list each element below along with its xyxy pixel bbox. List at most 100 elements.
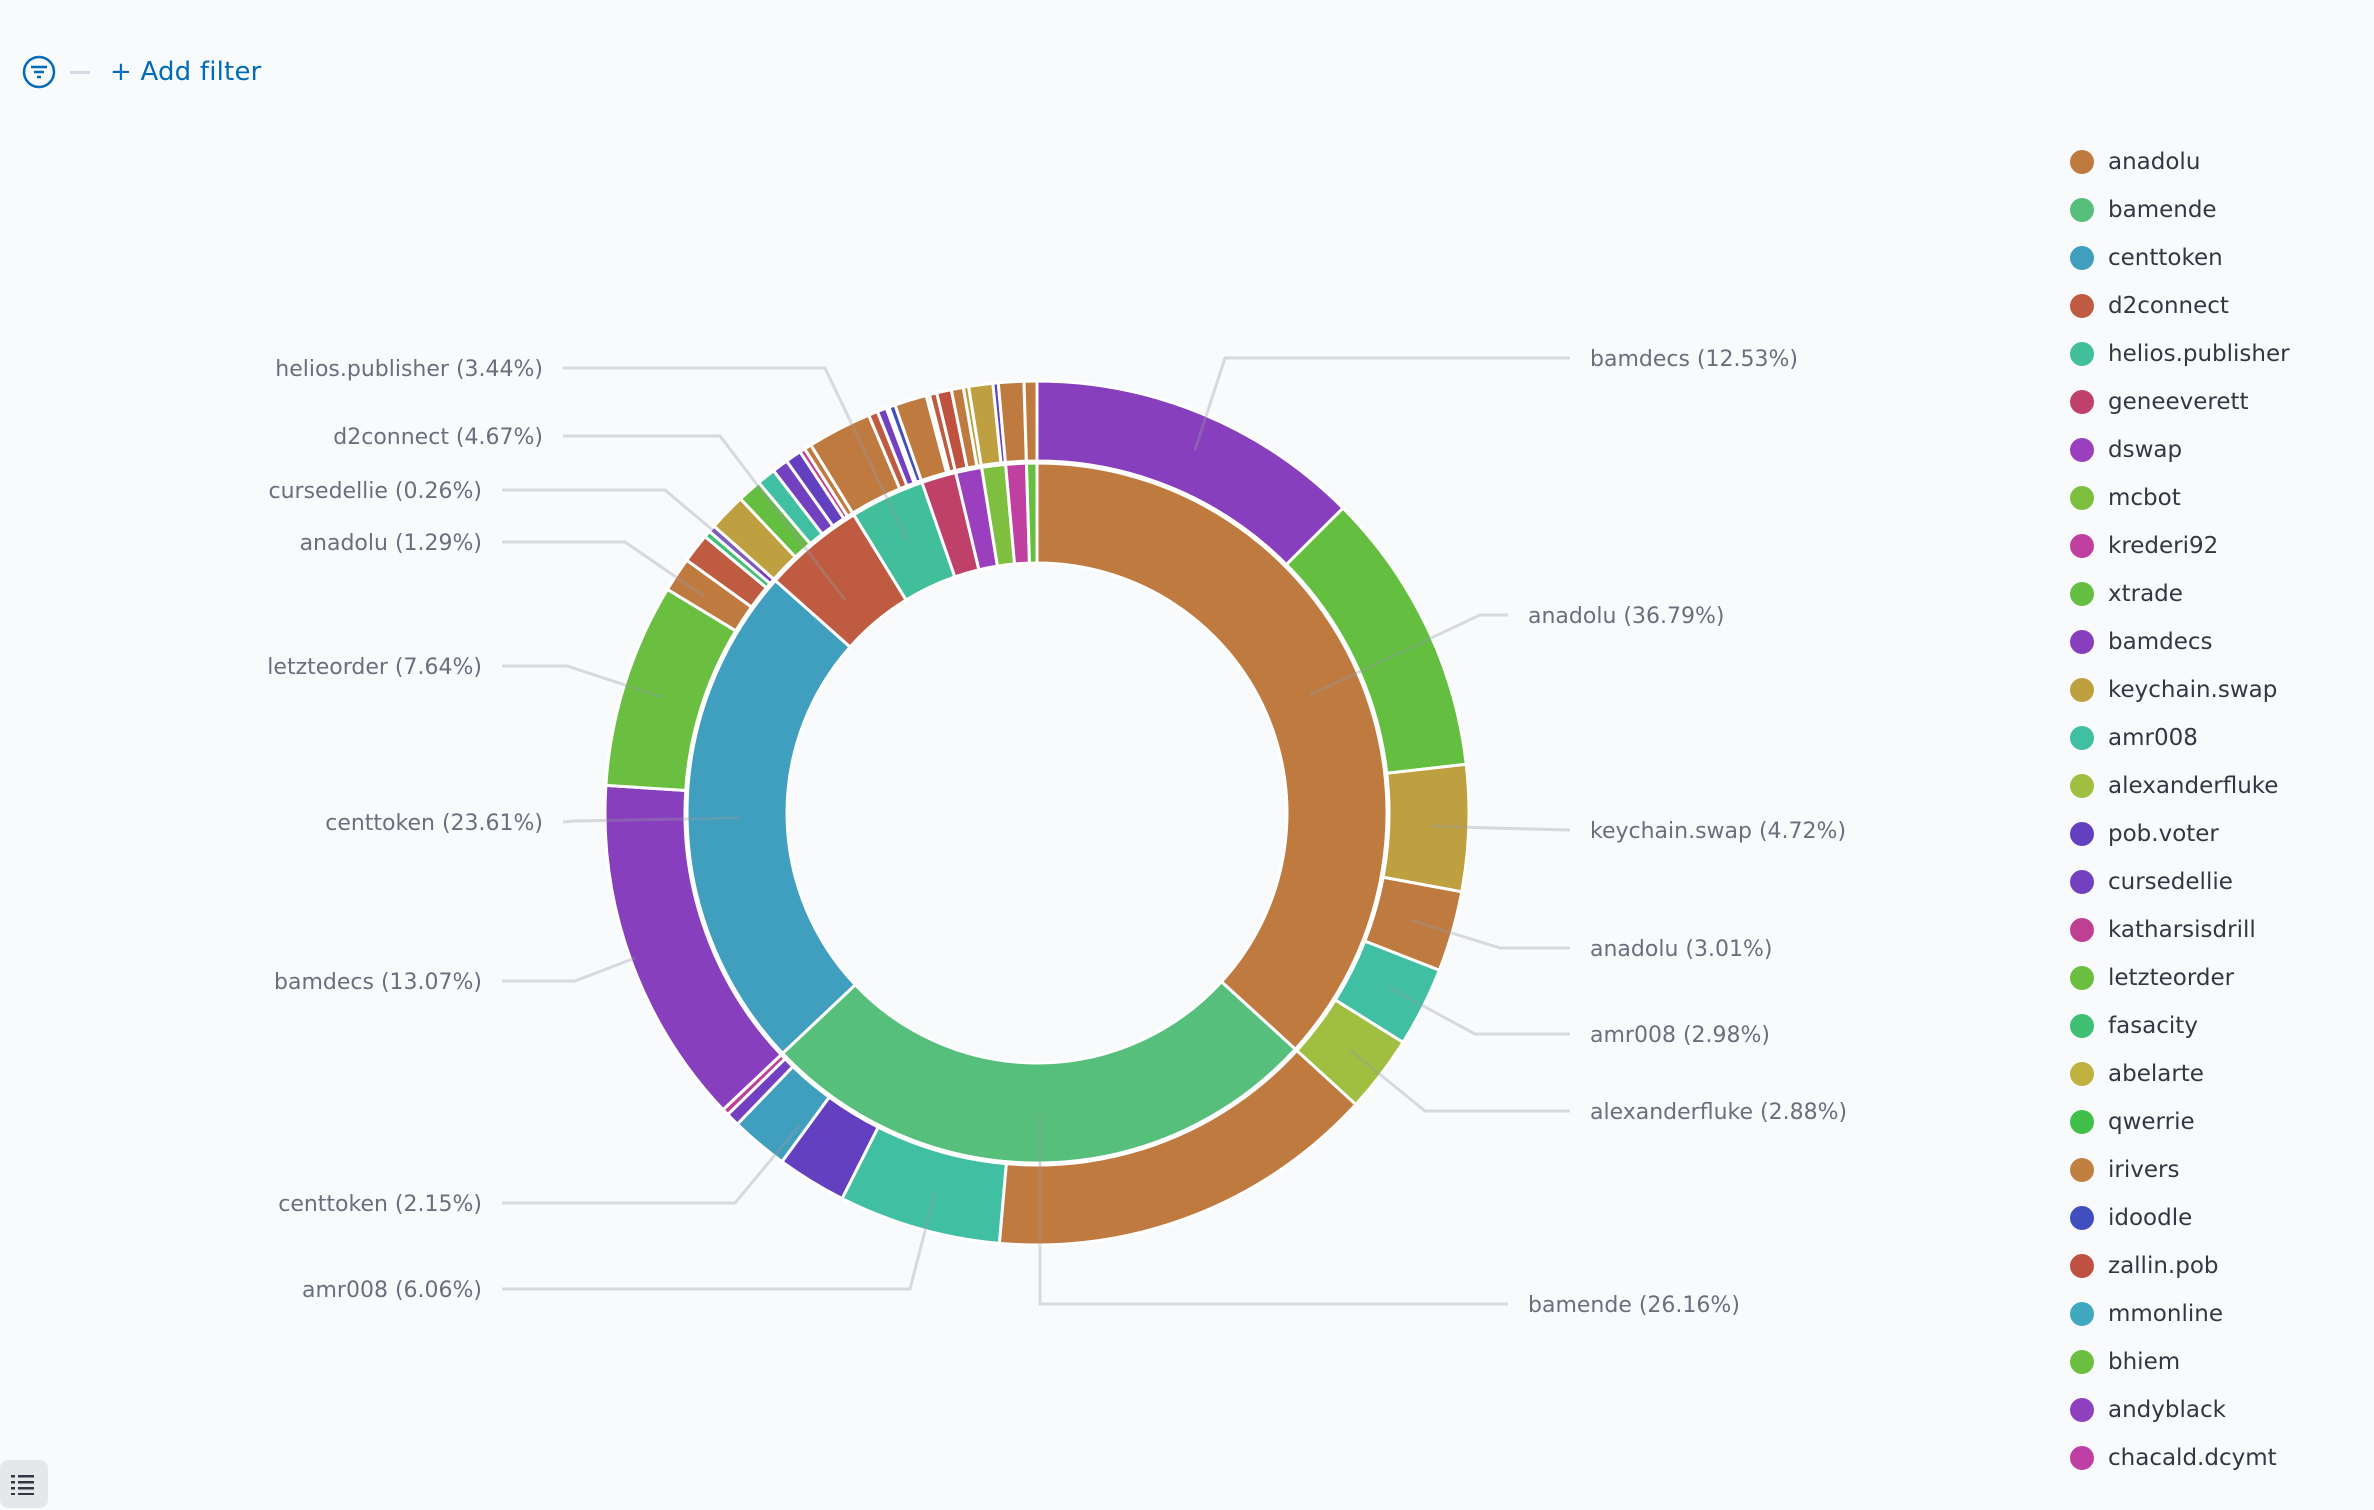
- legend-label: d2connect: [2108, 293, 2229, 319]
- legend-color-dot: [2070, 1398, 2094, 1422]
- legend-item[interactable]: helios.publisher: [2070, 330, 2290, 378]
- legend-item[interactable]: dswap: [2070, 426, 2290, 474]
- legend-item[interactable]: letzteorder: [2070, 954, 2290, 1002]
- filter-icon[interactable]: [22, 55, 56, 89]
- legend-label: chacald.dcymt: [2108, 1445, 2277, 1471]
- legend-item[interactable]: bhiem: [2070, 1338, 2290, 1386]
- legend-color-dot: [2070, 342, 2094, 366]
- legend-item[interactable]: zallin.pob: [2070, 1242, 2290, 1290]
- legend-item[interactable]: pob.voter: [2070, 810, 2290, 858]
- legend-label: pob.voter: [2108, 821, 2219, 847]
- slice-label: bamdecs (13.07%): [274, 970, 482, 995]
- leader-line: [502, 1124, 802, 1205]
- leader-line: [502, 540, 706, 599]
- leader-line: [1409, 918, 1570, 950]
- slice-label: anadolu (3.01%): [1590, 937, 1772, 962]
- legend-color-dot: [2070, 1302, 2094, 1326]
- legend-item[interactable]: irivers: [2070, 1146, 2290, 1194]
- legend-color-dot: [2070, 534, 2094, 558]
- leader-line: [1038, 1115, 1508, 1306]
- legend-item[interactable]: bamende: [2070, 186, 2290, 234]
- legend-label: amr008: [2108, 725, 2198, 751]
- legend-item[interactable]: idoodle: [2070, 1194, 2290, 1242]
- legend-item[interactable]: bamdecs: [2070, 618, 2290, 666]
- outer-slice-anadolu[interactable]: [1022, 379, 1039, 463]
- legend-color-dot: [2070, 294, 2094, 318]
- legend-item[interactable]: mmonline: [2070, 1290, 2290, 1338]
- legend-item[interactable]: cursedellie: [2070, 858, 2290, 906]
- legend-item[interactable]: krederi92: [2070, 522, 2290, 570]
- legend-item[interactable]: geneeverett: [2070, 378, 2290, 426]
- legend-label: zallin.pob: [2108, 1253, 2219, 1279]
- legend-label: bamdecs: [2108, 629, 2213, 655]
- slice-labels: bamdecs (12.53%) anadolu (36.79%) keychain…: [267, 347, 1847, 1318]
- slice-label: bamdecs (12.53%): [1590, 347, 1798, 372]
- leader-line: [1193, 356, 1570, 451]
- legend-item[interactable]: keychain.swap: [2070, 666, 2290, 714]
- legend-color-dot: [2070, 1350, 2094, 1374]
- leader-line: [502, 488, 761, 572]
- add-filter-button[interactable]: + Add filter: [110, 57, 262, 87]
- leader-line: [1389, 986, 1570, 1036]
- slice-label: centtoken (2.15%): [278, 1192, 482, 1217]
- legend-color-dot: [2070, 150, 2094, 174]
- legend-item[interactable]: centtoken: [2070, 234, 2290, 282]
- slice-label: letzteorder (7.64%): [267, 655, 482, 680]
- legend-label: cursedellie: [2108, 869, 2233, 895]
- legend-item[interactable]: chacald.dcymt: [2070, 1434, 2290, 1482]
- legend-item[interactable]: alexanderfluke: [2070, 762, 2290, 810]
- legend-label: alexanderfluke: [2108, 773, 2279, 799]
- legend-item[interactable]: d2connect: [2070, 282, 2290, 330]
- leader-line: [562, 816, 741, 824]
- donut-rings: [603, 379, 1471, 1247]
- legend-item[interactable]: mcbot: [2070, 474, 2290, 522]
- legend-label: geneeverett: [2108, 389, 2249, 415]
- legend-label: helios.publisher: [2108, 341, 2290, 367]
- slice-label: bamende (26.16%): [1528, 1293, 1740, 1318]
- legend-item[interactable]: qwerrie: [2070, 1098, 2290, 1146]
- legend-color-dot: [2070, 198, 2094, 222]
- legend-label: anadolu: [2108, 149, 2201, 175]
- inner-slice-bamende[interactable]: [780, 979, 1298, 1165]
- legend-item[interactable]: amr008: [2070, 714, 2290, 762]
- legend-item[interactable]: fasacity: [2070, 1002, 2290, 1050]
- chart-legend: anadolu bamende centtoken d2connect helios.p…: [2070, 138, 2290, 1482]
- legend-color-dot: [2070, 678, 2094, 702]
- slice-label: d2connect (4.67%): [333, 425, 543, 450]
- legend-label: qwerrie: [2108, 1109, 2195, 1135]
- filter-bar: + Add filter: [22, 52, 262, 92]
- legend-label: dswap: [2108, 437, 2183, 463]
- legend-color-dot: [2070, 918, 2094, 942]
- leader-line: [563, 434, 847, 601]
- legend-label: xtrade: [2108, 581, 2183, 607]
- inner-slice-anadolu[interactable]: [1035, 461, 1389, 1052]
- legend-item[interactable]: andyblack: [2070, 1386, 2290, 1434]
- legend-color-dot: [2070, 246, 2094, 270]
- slice-label: amr008 (6.06%): [302, 1278, 482, 1303]
- donut-chart: bamdecs (12.53%) anadolu (36.79%) keychain…: [267, 347, 1847, 1318]
- legend-toggle-button[interactable]: [0, 1460, 48, 1508]
- inner-slice-centtoken[interactable]: [685, 578, 858, 1056]
- legend-item[interactable]: anadolu: [2070, 138, 2290, 186]
- slice-label: anadolu (36.79%): [1528, 604, 1724, 629]
- legend-color-dot: [2070, 1014, 2094, 1038]
- legend-item[interactable]: xtrade: [2070, 570, 2290, 618]
- legend-label: andyblack: [2108, 1397, 2226, 1423]
- legend-color-dot: [2070, 486, 2094, 510]
- legend-item[interactable]: katharsisdrill: [2070, 906, 2290, 954]
- legend-color-dot: [2070, 438, 2094, 462]
- legend-label: centtoken: [2108, 245, 2223, 271]
- legend-label: mcbot: [2108, 485, 2181, 511]
- leader-line: [1429, 824, 1571, 832]
- legend-label: bamende: [2108, 197, 2217, 223]
- legend-label: abelarte: [2108, 1061, 2204, 1087]
- legend-color-dot: [2070, 774, 2094, 798]
- legend-color-dot: [2070, 966, 2094, 990]
- slice-label: centtoken (23.61%): [325, 811, 543, 836]
- legend-item[interactable]: abelarte: [2070, 1050, 2290, 1098]
- slice-label: helios.publisher (3.44%): [275, 357, 543, 382]
- inner-slice-xtrade[interactable]: [1024, 461, 1039, 565]
- leader-line: [1309, 613, 1508, 697]
- legend-label: keychain.swap: [2108, 677, 2278, 703]
- legend-color-dot: [2070, 822, 2094, 846]
